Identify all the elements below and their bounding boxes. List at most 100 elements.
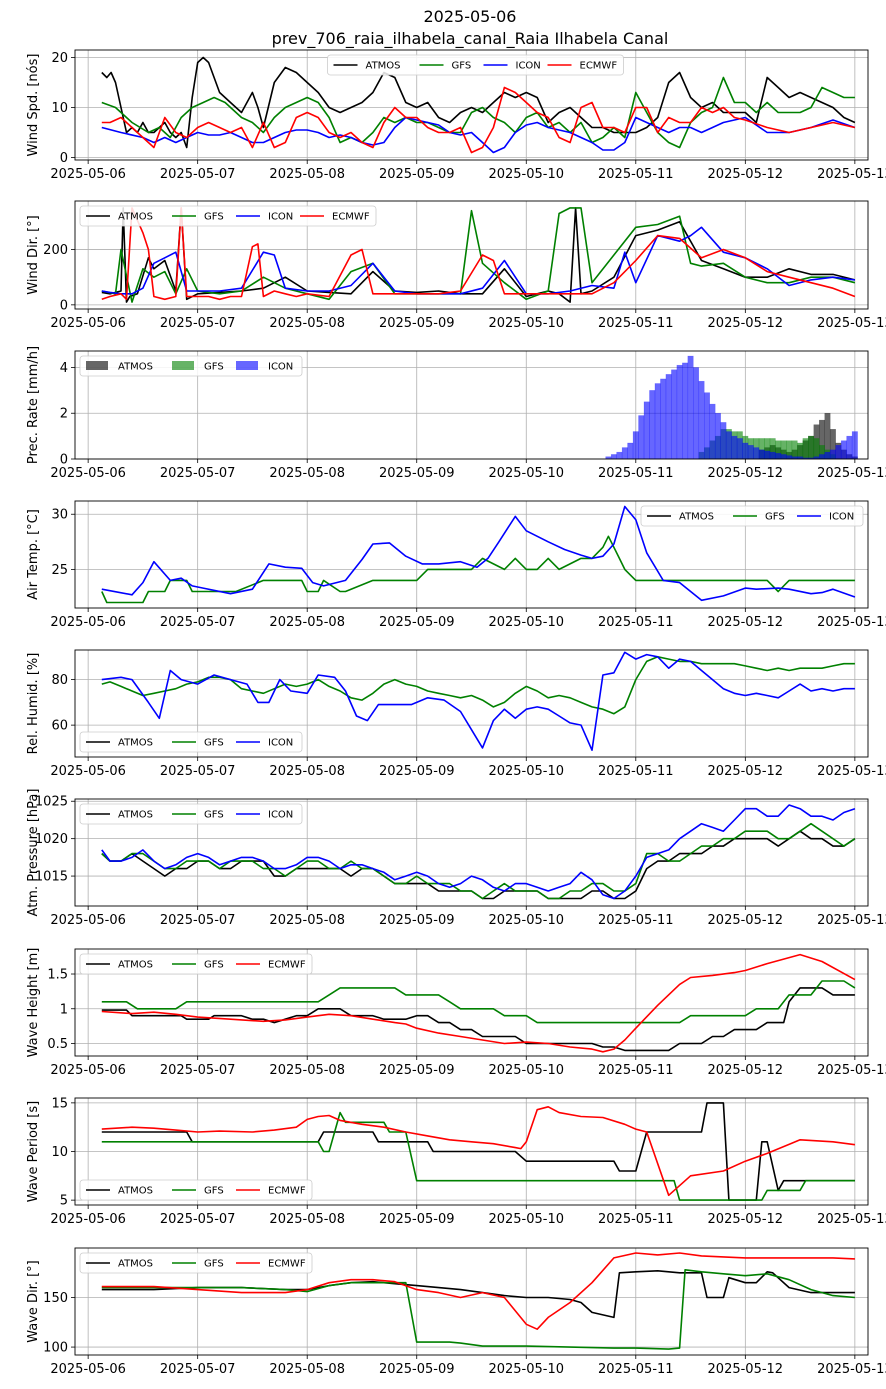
legend-label-icon: ICON xyxy=(268,212,293,223)
series-line-icon xyxy=(101,651,855,752)
x-tick-label: 2025-05-12 xyxy=(708,466,784,481)
x-tick-label: 2025-05-11 xyxy=(598,615,674,630)
x-tick-label: 2025-05-13 xyxy=(817,913,886,928)
x-tick-label: 2025-05-12 xyxy=(708,167,784,182)
x-tick-label: 2025-05-06 xyxy=(50,1212,126,1227)
y-axis-label: Wave Period [s] xyxy=(26,1101,41,1202)
y-tick-label: 20 xyxy=(51,51,68,66)
y-tick-label: 30 xyxy=(51,508,68,523)
bar-icon xyxy=(627,442,634,459)
y-axis-label: Wind Spd. [nós] xyxy=(26,54,41,157)
panel-atm-pressure-hpa: 2025-05-06 2025-05-07 2025-05-08 2025-05-09… xyxy=(26,789,886,928)
x-tick-label: 2025-05-13 xyxy=(817,1212,886,1227)
bar-icon xyxy=(753,447,760,459)
legend-swatch-icon xyxy=(236,361,258,370)
x-tick-label: 2025-05-06 xyxy=(50,1063,126,1078)
y-tick-label: 1025 xyxy=(35,795,68,810)
bar-icon xyxy=(824,451,831,459)
x-tick-label: 2025-05-08 xyxy=(269,1362,345,1377)
x-tick-label: 2025-05-10 xyxy=(488,1362,564,1377)
bar-icon xyxy=(742,442,749,459)
x-tick-label: 2025-05-08 xyxy=(269,1212,345,1227)
bar-icon xyxy=(714,412,721,459)
x-tick-label: 2025-05-12 xyxy=(708,316,784,331)
bar-icon xyxy=(835,445,842,459)
x-tick-label: 2025-05-06 xyxy=(50,316,126,331)
plot-area xyxy=(101,804,856,900)
bar-icon xyxy=(693,367,700,459)
x-tick-label: 2025-05-13 xyxy=(817,1362,886,1377)
x-tick-label: 2025-05-08 xyxy=(269,167,345,182)
panel-air-temp-c: 2025-05-06 2025-05-07 2025-05-08 2025-05-09… xyxy=(26,500,886,630)
y-tick-label: 200 xyxy=(43,243,68,258)
legend-label-icon: ICON xyxy=(516,61,541,72)
legend-label-gfs: GFS xyxy=(204,960,224,971)
series-line-gfs xyxy=(101,76,855,149)
plot-frame xyxy=(74,49,869,161)
legend-label-gfs: GFS xyxy=(204,1186,224,1197)
panel-prec-rate-mm-h: 2025-05-06 2025-05-07 2025-05-08 2025-05-09… xyxy=(26,346,886,481)
bar-icon xyxy=(819,454,825,459)
x-tick-label: 2025-05-10 xyxy=(488,1212,564,1227)
legend-label-atmos: ATMOS xyxy=(366,61,401,72)
bar-icon xyxy=(643,401,650,459)
plot-area xyxy=(101,1102,856,1201)
panel-wind-spd-n-s: 2025-05-06 2025-05-07 2025-05-08 2025-05-09… xyxy=(26,49,886,182)
series-line-gfs xyxy=(101,1269,855,1350)
x-tick-label: 2025-05-06 xyxy=(50,764,126,779)
x-tick-label: 2025-05-07 xyxy=(160,1362,236,1377)
y-axis-label: Air Temp. [°C] xyxy=(26,509,41,600)
y-tick-label: 2 xyxy=(60,407,68,422)
x-tick-label: 2025-05-08 xyxy=(269,615,345,630)
bar-icon xyxy=(731,435,738,459)
x-tick-label: 2025-05-08 xyxy=(269,913,345,928)
bar-icon xyxy=(829,449,836,459)
bar-icon xyxy=(621,447,628,459)
bar-icon xyxy=(764,450,771,459)
x-tick-label: 2025-05-12 xyxy=(708,1362,784,1377)
x-tick-label: 2025-05-08 xyxy=(269,1063,345,1078)
plot-area xyxy=(101,1252,855,1350)
bar-icon xyxy=(616,451,623,459)
y-axis-label: Wave Dir. [°] xyxy=(26,1260,41,1343)
panel-rel-humid: 2025-05-06 2025-05-07 2025-05-08 2025-05-09… xyxy=(26,649,886,779)
plot-frame xyxy=(74,350,869,460)
y-tick-label: 1020 xyxy=(35,832,68,847)
y-tick-label: 5 xyxy=(60,1194,68,1209)
plot-frame xyxy=(74,200,869,310)
legend-box xyxy=(79,205,377,227)
series-line-atmos xyxy=(101,56,856,149)
x-tick-label: 2025-05-13 xyxy=(817,316,886,331)
bar-icon xyxy=(671,369,678,459)
legend-label-gfs: GFS xyxy=(204,362,224,373)
bar-icon xyxy=(769,451,776,459)
legend: ATMOS GFS ICON xyxy=(79,803,303,825)
series-line-ecmwf xyxy=(101,207,856,301)
legend-label-ecmwf: ECMWF xyxy=(268,1186,306,1197)
x-tick-label: 2025-05-08 xyxy=(269,316,345,331)
bar-icon xyxy=(725,431,732,459)
x-tick-label: 2025-05-12 xyxy=(708,1063,784,1078)
bar-icon xyxy=(649,390,656,459)
chart-panels: 2025-05-06 2025-05-07 2025-05-08 2025-05-09… xyxy=(26,49,886,1377)
series-line-icon xyxy=(101,804,856,900)
legend-label-atmos: ATMOS xyxy=(118,738,153,749)
y-tick-label: 60 xyxy=(51,719,68,734)
x-tick-label: 2025-05-06 xyxy=(50,167,126,182)
legend-label-icon: ICON xyxy=(829,512,854,523)
x-tick-label: 2025-05-07 xyxy=(160,316,236,331)
bar-icon xyxy=(780,454,787,459)
legend: ATMOS GFS ICON ECMWF xyxy=(79,205,377,227)
x-tick-label: 2025-05-07 xyxy=(160,764,236,779)
bar-icon xyxy=(665,374,672,459)
y-tick-label: 0 xyxy=(60,151,68,166)
legend: ATMOS GFS ECMWF xyxy=(79,1179,313,1201)
legend-label-atmos: ATMOS xyxy=(679,512,714,523)
legend-label-gfs: GFS xyxy=(204,212,224,223)
x-tick-label: 2025-05-09 xyxy=(379,1063,455,1078)
bar-icon xyxy=(632,431,639,459)
x-tick-label: 2025-05-07 xyxy=(160,466,236,481)
panel-wave-dir: 2025-05-06 2025-05-07 2025-05-08 2025-05-09… xyxy=(26,1247,886,1377)
x-tick-label: 2025-05-13 xyxy=(817,466,886,481)
y-tick-label: 150 xyxy=(43,1291,68,1306)
